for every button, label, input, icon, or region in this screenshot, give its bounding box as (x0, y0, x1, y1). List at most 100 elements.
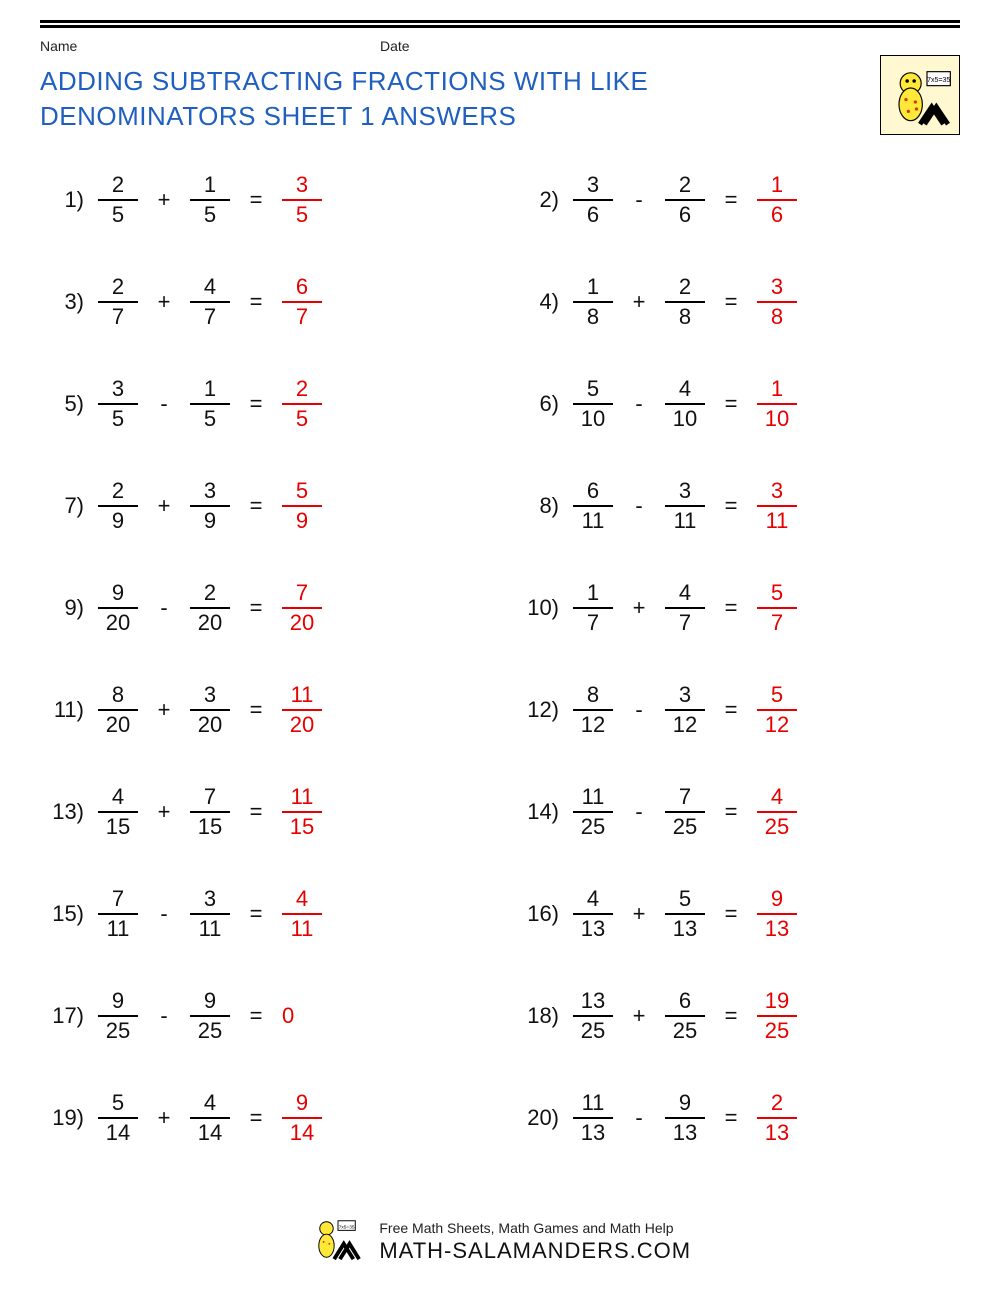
equals-sign: = (719, 1105, 743, 1131)
fraction-bar (573, 199, 613, 201)
answer-whole: 0 (282, 1003, 294, 1029)
denominator: 20 (102, 713, 134, 737)
footer-logo-icon: 7x5=35 (309, 1215, 367, 1268)
fraction-bar (665, 811, 705, 813)
denominator: 11 (195, 917, 226, 941)
fraction: 820 (98, 683, 138, 737)
numerator: 7 (200, 785, 220, 809)
fraction: 312 (665, 683, 705, 737)
fraction: 725 (665, 785, 705, 839)
fraction-bar (282, 811, 322, 813)
numerator: 9 (767, 887, 787, 911)
numerator: 2 (108, 173, 128, 197)
fraction: 812 (573, 683, 613, 737)
equals-sign: = (244, 391, 268, 417)
problem-number: 20) (515, 1105, 559, 1131)
fraction-bar (190, 199, 230, 201)
operator: + (152, 187, 176, 213)
numerator: 6 (292, 275, 312, 299)
numerator: 3 (108, 377, 128, 401)
denominator: 6 (767, 203, 787, 227)
answer-fraction: 110 (757, 377, 797, 431)
denominator: 15 (194, 815, 226, 839)
answer-fraction: 67 (282, 275, 322, 329)
problem-number: 5) (40, 391, 84, 417)
fraction: 1113 (573, 1091, 613, 1145)
denominator: 8 (767, 305, 787, 329)
operator: + (627, 595, 651, 621)
fraction-bar (190, 913, 230, 915)
denominator: 11 (103, 917, 134, 941)
answer-fraction: 914 (282, 1091, 322, 1145)
problem-number: 7) (40, 493, 84, 519)
fraction-bar (190, 301, 230, 303)
fraction-bar (757, 811, 797, 813)
numerator: 9 (108, 989, 128, 1013)
operator: - (627, 1105, 651, 1131)
denominator: 15 (102, 815, 134, 839)
fraction-bar (665, 199, 705, 201)
fraction-bar (757, 607, 797, 609)
numerator: 2 (675, 173, 695, 197)
answer-fraction: 512 (757, 683, 797, 737)
fraction: 414 (190, 1091, 230, 1145)
fraction: 36 (573, 173, 613, 227)
denominator: 20 (194, 611, 226, 635)
numerator: 5 (583, 377, 603, 401)
fraction-bar (190, 1015, 230, 1017)
denominator: 5 (108, 407, 128, 431)
fraction-bar (665, 403, 705, 405)
problem-row: 2)36-26=16 (515, 164, 960, 236)
problem-number: 2) (515, 187, 559, 213)
numerator: 3 (200, 683, 220, 707)
worksheet-page: Name Date 7x5=35 ADDING SUBTRACTING FRAC… (0, 0, 1000, 1154)
numerator: 3 (675, 479, 695, 503)
denominator: 25 (194, 1019, 226, 1043)
brand-logo-icon: 7x5=35 (880, 55, 960, 135)
answer-fraction: 59 (282, 479, 322, 533)
operator: + (152, 1105, 176, 1131)
fraction-bar (282, 1117, 322, 1119)
fraction: 1325 (573, 989, 613, 1043)
fraction-bar (98, 811, 138, 813)
fraction: 25 (98, 173, 138, 227)
numerator: 1 (583, 275, 603, 299)
operator: + (152, 289, 176, 315)
denominator: 7 (108, 305, 128, 329)
fraction-bar (190, 607, 230, 609)
fraction-bar (190, 403, 230, 405)
numerator: 4 (200, 275, 220, 299)
operator: + (152, 697, 176, 723)
problem-row: 15)711-311=411 (40, 878, 485, 950)
fraction: 415 (98, 785, 138, 839)
denominator: 14 (194, 1121, 226, 1145)
problem-number: 11) (40, 697, 84, 723)
denominator: 7 (583, 611, 603, 635)
denominator: 5 (108, 203, 128, 227)
fraction: 611 (573, 479, 613, 533)
denominator: 5 (200, 407, 220, 431)
fraction-bar (282, 607, 322, 609)
fraction: 413 (573, 887, 613, 941)
numerator: 5 (767, 581, 787, 605)
numerator: 2 (108, 479, 128, 503)
fraction: 925 (190, 989, 230, 1043)
fraction-bar (665, 607, 705, 609)
fraction-bar (282, 199, 322, 201)
problem-row: 17)925-925=0 (40, 980, 485, 1052)
problem-row: 9)920-220=720 (40, 572, 485, 644)
equals-sign: = (244, 1003, 268, 1029)
denominator: 14 (102, 1121, 134, 1145)
denominator: 12 (761, 713, 793, 737)
numerator: 2 (200, 581, 220, 605)
numerator: 1 (767, 173, 787, 197)
fraction: 510 (573, 377, 613, 431)
answer-fraction: 1120 (282, 683, 322, 737)
numerator: 5 (108, 1091, 128, 1115)
problem-row: 10)17+47=57 (515, 572, 960, 644)
denominator: 8 (675, 305, 695, 329)
fraction-bar (573, 607, 613, 609)
problem-number: 16) (515, 901, 559, 927)
denominator: 20 (102, 611, 134, 635)
numerator: 1 (583, 581, 603, 605)
